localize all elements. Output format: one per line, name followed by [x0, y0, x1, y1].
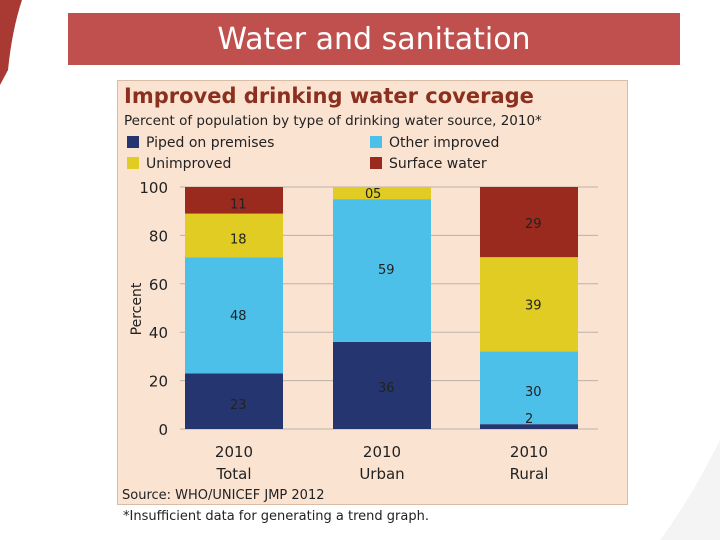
bars — [185, 187, 578, 429]
data-label: 11 — [230, 197, 247, 212]
legend-label-surface: Surface water — [389, 156, 487, 172]
data-labels: 23 48 18 11 36 59 50 2 30 39 29 — [230, 187, 542, 427]
legend-swatch-unimproved — [127, 157, 139, 169]
bar-segment — [333, 199, 431, 342]
y-tick-labels: 0 20 40 60 80 100 — [139, 179, 168, 439]
y-tick-label: 100 — [139, 179, 168, 197]
data-label: 0 — [365, 187, 373, 202]
bar-segment — [480, 351, 578, 425]
y-tick-label: 0 — [158, 421, 168, 439]
right-corner-swoosh — [660, 440, 720, 540]
bar-segment — [333, 187, 431, 200]
data-label: 39 — [525, 298, 542, 313]
legend-label-other-improved: Other improved — [389, 135, 499, 151]
chart-source: Source: WHO/UNICEF JMP 2012 — [122, 488, 324, 503]
stacked-bar-chart: Improved drinking water coverage Percent… — [122, 84, 598, 503]
chart-panel: Improved drinking water coverage Percent… — [117, 80, 628, 505]
category-year-label: 2010 — [215, 443, 253, 461]
category-name-label: Total — [215, 465, 251, 483]
footnote: *Insufficient data for generating a tren… — [123, 509, 429, 524]
legend-label-unimproved: Unimproved — [146, 156, 231, 172]
slide-title: Water and sanitation — [68, 13, 680, 65]
chart-subtitle: Percent of population by type of drinkin… — [124, 113, 542, 129]
data-label: 59 — [378, 263, 395, 278]
bar-segment — [480, 187, 578, 258]
left-corner-swoosh — [0, 0, 22, 85]
bar-segment — [185, 257, 283, 374]
legend-swatch-piped — [127, 136, 139, 148]
bar-segment — [185, 187, 283, 214]
x-category-labels: 2010 Total 2010 Urban 2010 Rural — [215, 443, 548, 483]
data-label: 2 — [525, 412, 533, 427]
chart-title: Improved drinking water coverage — [124, 84, 534, 108]
y-tick-label: 60 — [149, 276, 168, 294]
data-label: 36 — [378, 381, 395, 396]
legend-label-piped: Piped on premises — [146, 135, 274, 151]
bar-segment — [185, 213, 283, 258]
bar-segment — [185, 373, 283, 429]
y-tick-label: 20 — [149, 373, 168, 391]
data-label: 29 — [525, 217, 542, 232]
data-label: 48 — [230, 309, 247, 324]
y-axis-label: Percent — [129, 282, 145, 335]
y-tick-label: 80 — [149, 227, 168, 245]
category-year-label: 2010 — [510, 443, 548, 461]
category-year-label: 2010 — [363, 443, 401, 461]
data-label: 23 — [230, 398, 247, 413]
category-name-label: Rural — [510, 465, 549, 483]
bar-segment — [480, 424, 578, 429]
y-tick-label: 40 — [149, 324, 168, 342]
legend-swatch-surface — [370, 157, 382, 169]
data-label: 30 — [525, 385, 542, 400]
data-label: 18 — [230, 232, 247, 247]
bar-segment — [480, 257, 578, 352]
legend-swatch-other-improved — [370, 136, 382, 148]
data-label: 5 — [373, 187, 381, 202]
bar-segment — [333, 341, 431, 429]
category-name-label: Urban — [359, 465, 404, 483]
